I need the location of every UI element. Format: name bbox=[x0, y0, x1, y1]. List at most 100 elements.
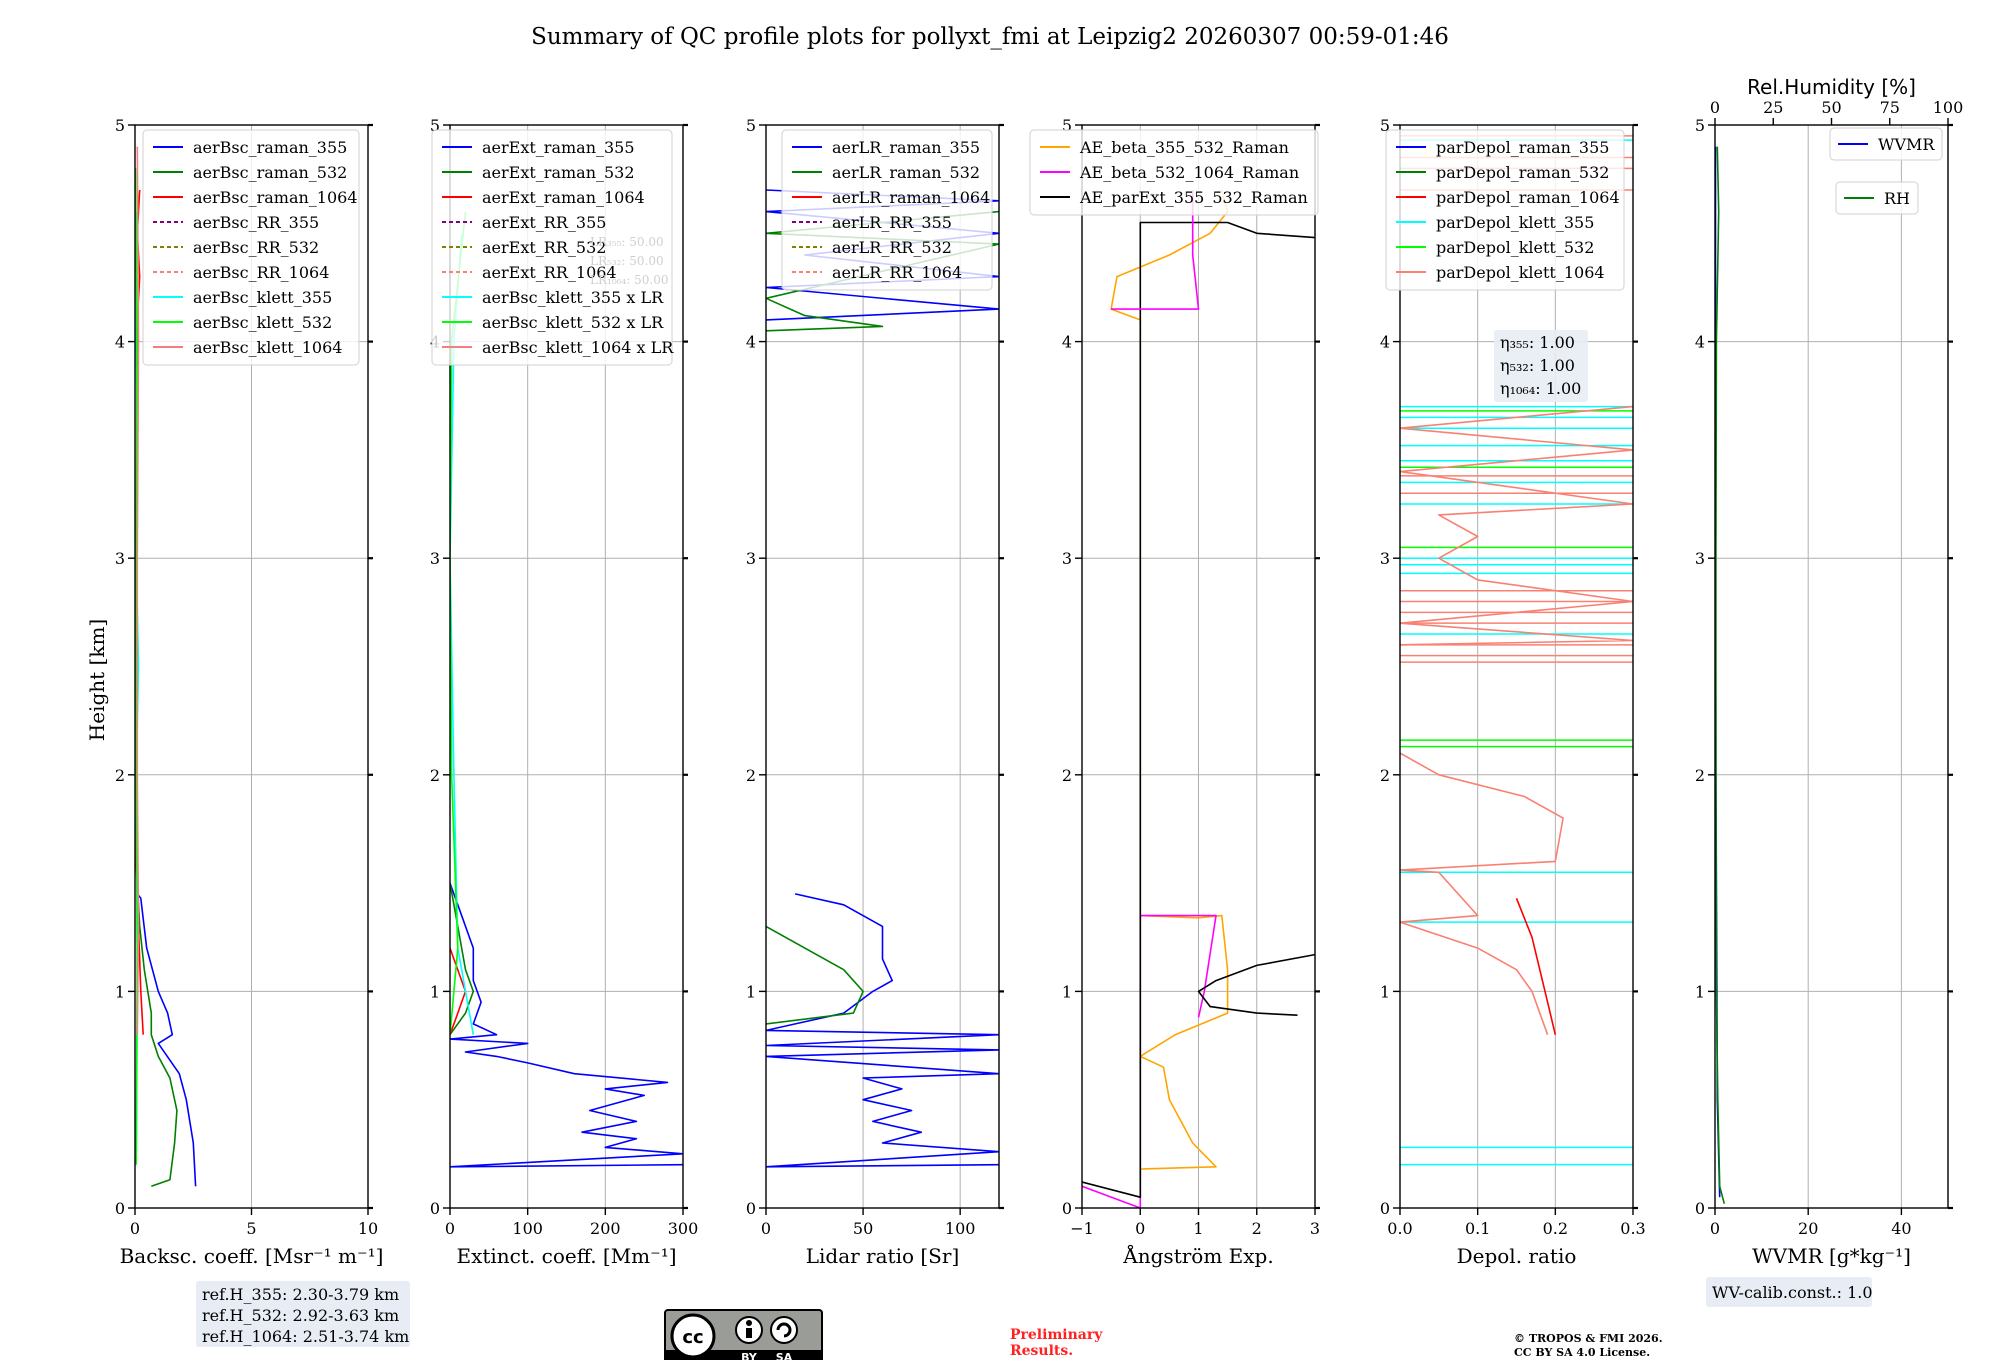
x-tick-label: 20 bbox=[1798, 1219, 1818, 1238]
series-aerBsc_klett_1064 bbox=[136, 146, 140, 1035]
legend-label: parDepol_raman_532 bbox=[1436, 163, 1609, 182]
y-tick-label: 5 bbox=[746, 116, 756, 135]
y-tick-label: 1 bbox=[115, 982, 125, 1001]
x-tick-label: 300 bbox=[668, 1219, 699, 1238]
y-tick-label: 3 bbox=[746, 549, 756, 568]
series-AE_beta_532_1064_upper bbox=[1111, 190, 1200, 310]
legend-label: aerExt_RR_355 bbox=[482, 213, 606, 232]
x-tick-label: 1 bbox=[1193, 1219, 1203, 1238]
legend: aerBsc_raman_355 aerBsc_raman_532 aerBsc_r… bbox=[142, 129, 360, 366]
copyright-line-2: CC BY SA 4.0 License. bbox=[1514, 1346, 1650, 1359]
axes-frame bbox=[1399, 124, 1634, 1209]
series-aerLR_raman_355 bbox=[766, 893, 999, 1168]
axes-frame bbox=[765, 124, 1000, 1209]
x-axis-label: Depol. ratio bbox=[1457, 1244, 1577, 1268]
legend-label: aerBsc_klett_355 x LR bbox=[482, 288, 664, 307]
y-tick-label: 5 bbox=[1695, 116, 1705, 135]
series-parDepol_klett_1064 bbox=[1400, 752, 1564, 1035]
top-x-axis-label: Rel.Humidity [%] bbox=[1747, 75, 1916, 99]
legend-label: aerLR_RR_1064 bbox=[832, 263, 962, 282]
cc-by-label: BY bbox=[741, 1351, 758, 1360]
series-aerLR_raman_532 bbox=[766, 925, 864, 1025]
series-aerExt_raman_1064 bbox=[450, 947, 467, 1035]
y-tick-label: 4 bbox=[746, 333, 756, 352]
wv-calib-text: WV-calib.const.: 1.0 bbox=[1712, 1283, 1873, 1302]
legend-label: aerBsc_RR_1064 bbox=[193, 263, 329, 282]
y-tick-label: 5 bbox=[430, 116, 440, 135]
copyright-line-1: © TROPOS & FMI 2026. bbox=[1514, 1332, 1663, 1345]
panel-1: 0 1 2 3 4 5 0 5 10 Backsc. coeff. [Msr⁻¹ m⁻¹] aerB… bbox=[115, 116, 410, 1347]
legend-label: aerBsc_klett_532 x LR bbox=[482, 313, 664, 332]
x-tick-label: 200 bbox=[590, 1219, 621, 1238]
legend-label: AE_beta_355_532_Raman bbox=[1079, 138, 1289, 157]
eta-box bbox=[1494, 330, 1588, 402]
eta-annotation: η₅₃₂: 1.00 bbox=[1500, 356, 1575, 375]
wv-calib-box bbox=[1706, 1277, 1872, 1307]
legend-label: parDepol_klett_532 bbox=[1436, 238, 1594, 257]
legend: AE_beta_355_532_Raman AE_beta_532_1064_Ra… bbox=[1029, 129, 1319, 216]
legend-label: aerBsc_klett_532 bbox=[193, 313, 332, 332]
series-parDepol_raman_1064 bbox=[1515, 898, 1557, 1035]
x-tick-label: 0 bbox=[445, 1219, 455, 1238]
x-tick-label: 0.1 bbox=[1465, 1219, 1490, 1238]
legend-label: aerBsc_raman_1064 bbox=[193, 188, 358, 207]
series-AE_parExt_355_532_Raman bbox=[1082, 221, 1315, 1198]
eta-annotation: η₁₀₆₄: 1.00 bbox=[1500, 379, 1581, 398]
y-tick-label: 2 bbox=[1695, 766, 1705, 785]
y-tick-label: 3 bbox=[1695, 549, 1705, 568]
panel-5: 0 1 2 3 4 5 0.0 0.1 0.2 0.3 Depol. ratio parDepol_r… bbox=[1380, 116, 1646, 1268]
legend-label: aerBsc_klett_355 bbox=[193, 288, 332, 307]
legend-label: aerBsc_raman_355 bbox=[193, 138, 347, 157]
y-tick-label: 4 bbox=[1062, 333, 1072, 352]
legend-label: aerBsc_klett_1064 bbox=[193, 338, 342, 357]
series-aerLR_raman_532_upper bbox=[766, 210, 999, 332]
top-x-tick-label: 50 bbox=[1821, 98, 1841, 117]
axes-frame bbox=[1714, 124, 1949, 1209]
series-group bbox=[1400, 405, 1633, 1035]
legend-label: aerExt_RR_532 bbox=[482, 238, 606, 257]
legend-label: parDepol_klett_1064 bbox=[1436, 263, 1605, 282]
x-tick-label: 0 bbox=[1710, 1219, 1720, 1238]
legend-label: aerBsc_raman_532 bbox=[193, 163, 347, 182]
cc-by-sa-badge[interactable]: cc BY SA bbox=[664, 1309, 823, 1360]
x-tick-label: 0 bbox=[761, 1219, 771, 1238]
y-tick-label: 2 bbox=[430, 766, 440, 785]
legend-wvmr: WVMR bbox=[1829, 127, 1943, 161]
series-group bbox=[1715, 146, 1726, 1204]
sa-icon bbox=[770, 1316, 798, 1344]
legend-label: aerExt_raman_1064 bbox=[482, 188, 645, 207]
legend-label: RH bbox=[1884, 189, 1910, 208]
top-x-tick-label: 100 bbox=[1933, 98, 1964, 117]
y-tick-label: 0 bbox=[1695, 1199, 1705, 1218]
legend-label: WVMR bbox=[1878, 135, 1935, 154]
x-tick-label: 0.0 bbox=[1387, 1219, 1412, 1238]
y-tick-label: 0 bbox=[1380, 1199, 1390, 1218]
x-tick-label: 2 bbox=[1252, 1219, 1262, 1238]
y-tick-label: 5 bbox=[1380, 116, 1390, 135]
y-tick-label: 3 bbox=[115, 549, 125, 568]
x-axis-label: Backsc. coeff. [Msr⁻¹ m⁻¹] bbox=[120, 1244, 384, 1268]
panel-2: 0123450100200300Extinct. coeff. [Mm⁻¹]ae… bbox=[430, 116, 698, 1268]
y-tick-label: 2 bbox=[115, 766, 125, 785]
legend-label: aerLR_raman_532 bbox=[832, 163, 980, 182]
lr-annotation: LR₃₅₅: 50.00 bbox=[590, 235, 664, 249]
legend-label: aerExt_RR_1064 bbox=[482, 263, 617, 282]
y-tick-label: 3 bbox=[1062, 549, 1072, 568]
top-x-tick-label: 75 bbox=[1880, 98, 1900, 117]
axes-frame bbox=[449, 124, 684, 1209]
x-tick-label: 0 bbox=[130, 1219, 140, 1238]
lr-annotation: LR₅₃₂: 50.00 bbox=[590, 254, 664, 268]
y-tick-label: 0 bbox=[430, 1199, 440, 1218]
top-x-tick-label: 0 bbox=[1710, 98, 1720, 117]
x-tick-label: 100 bbox=[945, 1219, 976, 1238]
x-axis-label: WVMR [g*kg⁻¹] bbox=[1752, 1244, 1911, 1268]
legend-label: parDepol_raman_355 bbox=[1436, 138, 1609, 157]
eta-annotation: η₃₅₅: 1.00 bbox=[1500, 333, 1575, 352]
y-tick-label: 3 bbox=[430, 549, 440, 568]
y-tick-label: 0 bbox=[746, 1199, 756, 1218]
x-tick-label: 0 bbox=[1135, 1219, 1145, 1238]
